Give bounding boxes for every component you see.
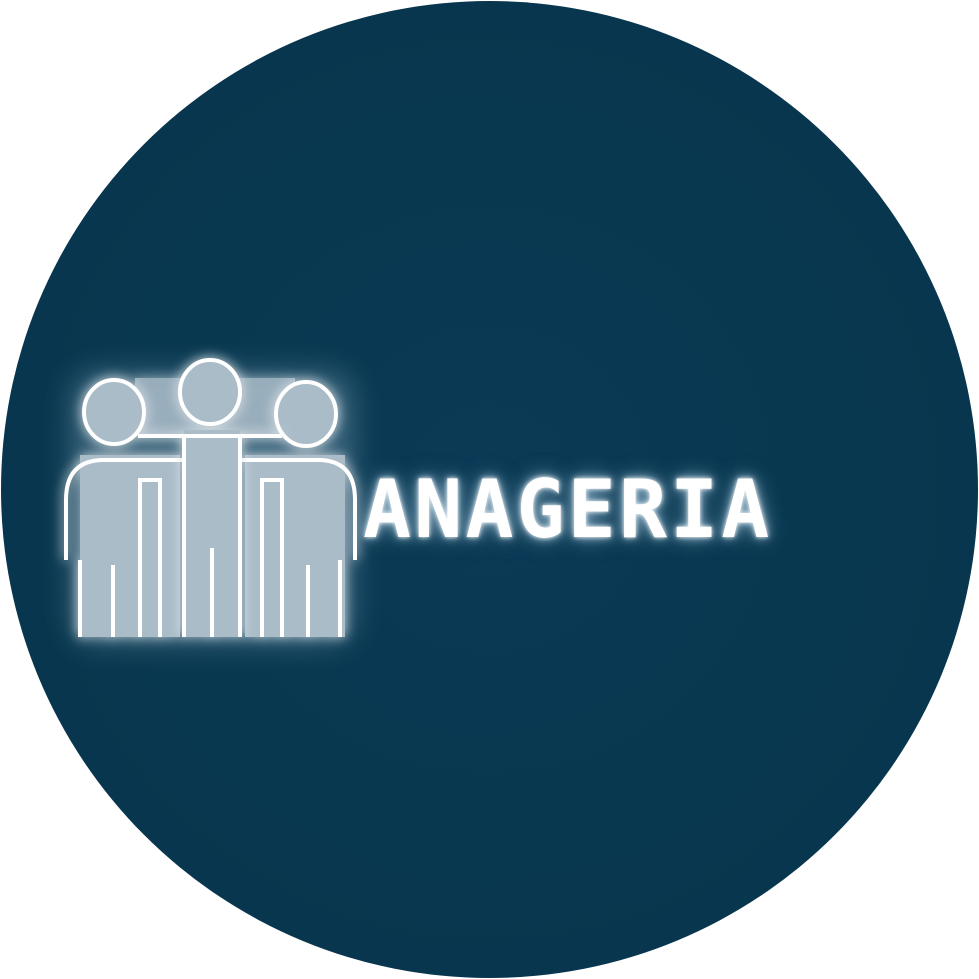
person-right-icon — [240, 380, 357, 637]
person-left-icon — [64, 378, 182, 637]
brand-wordmark: ANAGERIA — [363, 463, 773, 556]
person-center-icon — [138, 358, 282, 637]
